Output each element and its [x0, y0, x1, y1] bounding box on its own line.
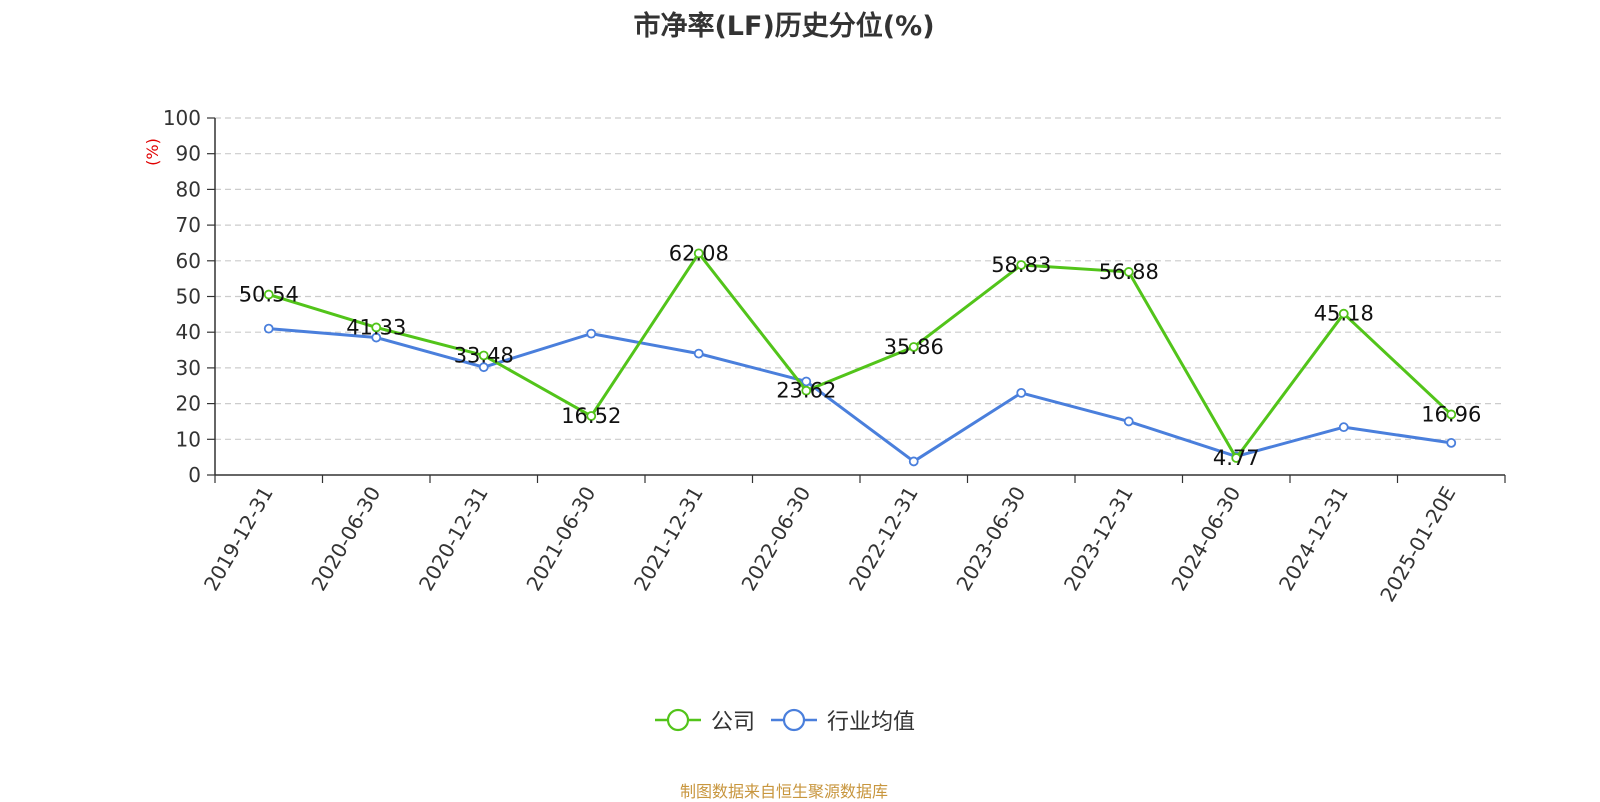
legend-marker-icon	[771, 708, 817, 732]
series-line-0	[268, 251, 1453, 460]
chart-title: 市净率(LF)历史分位(%)	[633, 11, 935, 42]
x-tick-label: 2020-06-30	[306, 482, 385, 595]
data-label: 50.54	[239, 283, 299, 307]
x-tick-label: 2021-12-31	[629, 482, 708, 595]
data-label: 4.77	[1213, 446, 1260, 470]
data-point	[1338, 422, 1349, 433]
data-point	[1231, 453, 1242, 463]
data-label: 45.18	[1314, 302, 1374, 326]
data-label: 56.88	[1099, 260, 1159, 284]
x-tick-label: 2022-06-30	[736, 482, 815, 595]
y-tick-label: 100	[163, 106, 201, 130]
data-point	[586, 328, 597, 339]
data-point	[478, 350, 489, 361]
x-tick-label: 2023-06-30	[951, 482, 1030, 595]
y-tick-label: 40	[176, 320, 201, 344]
y-tick-label: 70	[176, 213, 201, 237]
data-point	[1016, 387, 1027, 398]
data-point	[586, 411, 597, 421]
data-label: 62.08	[669, 241, 729, 265]
x-tick-label: 2021-06-30	[521, 482, 600, 595]
y-tick-label: 50	[176, 285, 201, 309]
series-line-1	[268, 327, 1452, 463]
data-label: 35.86	[884, 335, 944, 359]
source-footer: 制图数据来自恒生聚源数据库	[679, 782, 888, 801]
data-label: 41.33	[346, 315, 406, 339]
data-point	[263, 289, 274, 300]
data-label: 16.52	[561, 404, 621, 428]
data-label: 33.48	[454, 343, 514, 367]
x-tick-label: 2024-12-31	[1274, 482, 1353, 595]
data-label: 23.62	[776, 379, 836, 403]
data-point	[908, 456, 919, 467]
axes: 0 10 20 30 40 50 60 70 80 90 100 2019-12-31 2020-06-…	[163, 106, 1506, 606]
data-point	[1446, 409, 1457, 420]
legend: 公司 行业均值	[0, 704, 1568, 736]
data-point	[1123, 416, 1134, 427]
data-point	[801, 376, 812, 387]
data-point	[908, 342, 919, 352]
data-point	[693, 348, 704, 359]
legend-marker-icon	[654, 708, 701, 732]
y-axis-label: (%)	[143, 138, 162, 166]
x-tick-label: 2020-12-31	[414, 482, 493, 595]
legend-circle	[782, 708, 806, 732]
data-point	[1446, 437, 1457, 448]
data-label: 58.83	[991, 253, 1051, 277]
data-labels: 50.54 41.33 33.48 16.52 62.08 23.62 35.86 58.83…	[239, 241, 1482, 470]
y-tick-label: 90	[176, 142, 201, 166]
x-tick-label: 2023-12-31	[1059, 482, 1138, 595]
y-tick-label: 80	[176, 177, 201, 201]
data-point	[1338, 308, 1349, 319]
y-tick-label: 0	[188, 463, 201, 487]
line-chart: 0 10 20 30 40 50 60 70 80 90 100 2019-12-31 2020-06-…	[143, 106, 1506, 606]
y-tick-label: 30	[176, 356, 201, 380]
series	[263, 248, 1457, 467]
data-point	[1016, 260, 1027, 270]
x-tick-label: 2022-12-31	[844, 482, 923, 595]
x-tick-label: 2019-12-31	[199, 482, 278, 595]
data-label: 16.96	[1421, 402, 1481, 426]
data-point	[693, 248, 704, 259]
data-point	[371, 322, 382, 333]
legend-item-0[interactable]: 公司	[653, 704, 755, 736]
data-point	[1123, 267, 1134, 277]
data-point	[263, 323, 274, 334]
legend-label: 公司	[710, 710, 755, 735]
data-point	[478, 362, 489, 373]
x-tick-label: 2025-01-20E	[1375, 482, 1460, 606]
y-tick-label: 20	[176, 392, 201, 416]
legend-label: 行业均值	[827, 710, 916, 735]
y-tick-label: 10	[176, 427, 201, 451]
legend-circle	[666, 708, 690, 732]
data-point	[801, 385, 812, 396]
legend-item-1[interactable]: 行业均值	[769, 704, 915, 736]
y-tick-label: 60	[176, 249, 201, 273]
data-point	[371, 332, 382, 343]
gridlines	[215, 117, 1505, 440]
x-tick-label: 2024-06-30	[1166, 482, 1245, 595]
